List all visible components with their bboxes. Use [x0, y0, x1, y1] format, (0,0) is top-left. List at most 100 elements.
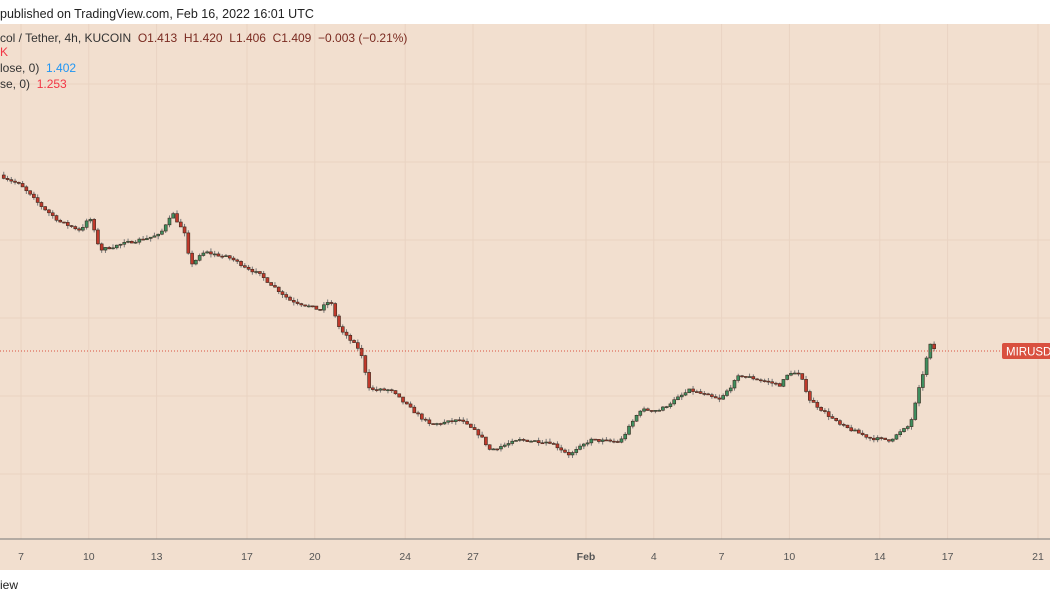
candle-down — [186, 232, 191, 254]
candle-up — [111, 247, 115, 250]
candle-down — [649, 410, 654, 412]
candle-up — [728, 387, 733, 392]
x-tick-label: 4 — [651, 551, 657, 563]
candle-down — [823, 410, 827, 412]
candle-up — [254, 271, 258, 273]
price-tag — [1002, 343, 1050, 359]
candle-down — [766, 380, 771, 383]
candle-down — [841, 424, 846, 426]
candle-up — [653, 410, 658, 412]
candle-up — [875, 437, 880, 441]
candle-down — [484, 436, 488, 446]
candle-down — [566, 451, 571, 456]
x-tick-label: 10 — [784, 551, 796, 563]
candle-up — [687, 388, 692, 394]
candle-down — [796, 372, 801, 375]
candle-down — [536, 440, 541, 444]
candle-down — [32, 193, 36, 198]
candle-down — [261, 273, 266, 278]
candle-up — [137, 238, 142, 243]
candle-down — [243, 265, 247, 268]
legend-low: L1.406 — [229, 31, 266, 45]
candle-up — [578, 445, 582, 450]
candle-down — [868, 436, 872, 439]
x-tick-label: Feb — [577, 551, 596, 563]
candle-down — [819, 406, 823, 411]
candle-up — [781, 379, 786, 387]
chart-area[interactable]: 7 10 13 17 20 24 27 Feb 4 7 10 14 17 21 MIRUSDT col / … — [0, 24, 1050, 570]
candle-up — [905, 426, 910, 429]
candle-down — [597, 439, 601, 442]
candle-down — [397, 393, 402, 398]
candle-down — [698, 391, 703, 394]
candle-down — [770, 381, 774, 384]
candle-down — [555, 443, 560, 449]
candle-down — [932, 343, 936, 350]
candle-down — [371, 387, 375, 390]
candle-down — [291, 300, 296, 303]
candle-down — [344, 331, 349, 336]
candle-up — [510, 440, 515, 444]
candle-down — [838, 420, 842, 425]
candle-down — [774, 382, 778, 385]
candle-down — [759, 379, 763, 382]
candle-up — [619, 438, 624, 443]
legend-close: C1.409 — [272, 31, 312, 45]
publish-text: published on TradingView.com, Feb 16, 20… — [0, 7, 314, 21]
candle-down — [476, 429, 481, 436]
candle-down — [593, 438, 597, 441]
candle-down — [883, 437, 887, 440]
legend-mark: K — [0, 45, 9, 59]
candle-down — [329, 302, 334, 304]
candle-up — [853, 429, 857, 432]
candle-down — [604, 439, 609, 442]
candle-up — [570, 452, 575, 456]
candle-up — [533, 440, 537, 442]
candle-down — [39, 202, 44, 207]
candle-down — [182, 226, 187, 234]
candle-down — [340, 326, 345, 333]
candle-down — [717, 397, 722, 400]
candle-down — [284, 294, 289, 298]
candle-down — [465, 421, 469, 425]
candle-up — [126, 240, 130, 243]
candle-up — [890, 438, 895, 442]
candle-down — [295, 301, 300, 304]
candle-down — [845, 424, 850, 429]
candle-up — [789, 373, 793, 376]
candle-down — [487, 444, 492, 450]
candle-up — [163, 224, 168, 232]
candle-up — [145, 238, 149, 241]
candle-down — [416, 412, 420, 415]
candle-up — [81, 227, 85, 231]
candle-down — [333, 303, 338, 317]
candle-down — [299, 303, 304, 306]
candlestick-chart[interactable]: 7 10 13 17 20 24 27 Feb 4 7 10 14 17 21 MIRUSDT — [0, 24, 1050, 570]
candle-up — [894, 434, 899, 440]
candle-up — [322, 304, 326, 311]
candle-down — [495, 448, 499, 451]
candle-up — [661, 406, 665, 411]
candle-down — [811, 399, 816, 403]
candle-down — [92, 219, 96, 231]
candle-down — [62, 221, 66, 224]
candle-down — [826, 411, 831, 417]
candle-down — [431, 423, 435, 425]
candle-down — [269, 282, 273, 286]
candle-down — [480, 434, 484, 438]
x-tick-label: 27 — [467, 551, 479, 563]
candle-down — [5, 178, 10, 180]
candle-down — [404, 401, 409, 405]
ma2-value: 1.253 — [36, 77, 67, 91]
candle-up — [386, 389, 390, 392]
candle-down — [834, 418, 838, 421]
candle-down — [864, 434, 869, 438]
x-tick-label: 14 — [874, 551, 886, 563]
candle-up — [544, 441, 548, 444]
ma2-label: se, 0) — [0, 77, 31, 91]
candle-up — [623, 433, 628, 440]
candle-down — [450, 420, 454, 423]
candle-up — [657, 409, 661, 412]
candle-up — [446, 420, 451, 423]
candle-up — [103, 247, 108, 251]
